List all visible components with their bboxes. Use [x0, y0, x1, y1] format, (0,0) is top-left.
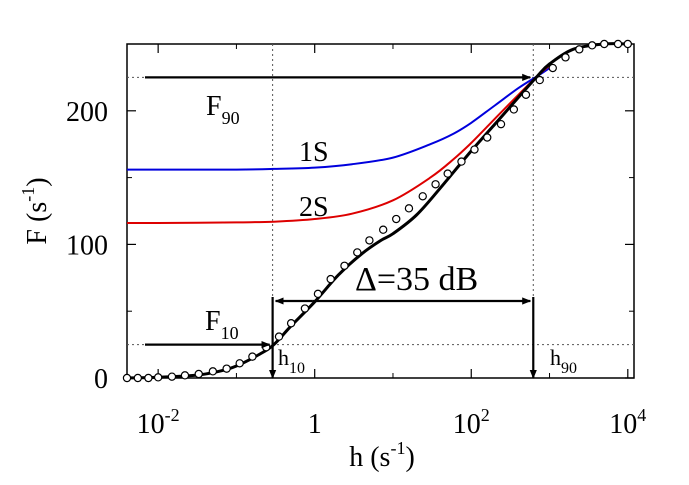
data-point: [443, 169, 452, 178]
data-point: [431, 180, 440, 189]
data-point: [194, 369, 203, 379]
x-tick-label-2: 102: [453, 405, 490, 440]
data-point: [286, 319, 296, 328]
annotation-f10: F10: [205, 306, 239, 343]
data-point: [483, 133, 492, 142]
data-point: [509, 105, 519, 114]
data-markers: [122, 39, 633, 383]
data-point: [548, 63, 557, 73]
data-point: [378, 225, 388, 234]
series-lines: [126, 42, 628, 380]
data-point: [133, 373, 143, 383]
annotation-h90: h90: [550, 345, 577, 377]
axis-tick-labels: 10-2 1 102 104 0 100 200: [66, 97, 646, 440]
annotation-delta: Δ=35 dB: [355, 261, 478, 298]
label-2s: 2S: [299, 192, 329, 223]
annotation-f90: F90: [206, 91, 240, 128]
data-point: [313, 289, 323, 299]
data-point: [392, 214, 401, 224]
data-point: [300, 304, 310, 313]
y-tick-label-0: 0: [94, 364, 108, 395]
data-point: [457, 157, 466, 166]
data-point: [274, 332, 284, 341]
label-1s: 1S: [299, 137, 329, 168]
data-point: [235, 359, 244, 368]
plot-frame: [126, 43, 635, 379]
data-point: [167, 372, 177, 381]
data-point: [340, 261, 349, 270]
data-point: [353, 248, 362, 257]
reference-lines: [127, 44, 634, 378]
data-point: [623, 39, 633, 49]
data-point: [153, 373, 163, 382]
data-point: [613, 39, 623, 49]
x-tick-label-0: 10-2: [137, 405, 180, 440]
x-tick-label-1: 1: [308, 409, 322, 440]
x-axis-label: h (s-1): [349, 438, 415, 473]
y-tick-label-2: 200: [66, 97, 108, 128]
data-point: [496, 119, 506, 129]
annotation-arrows: [145, 73, 537, 379]
data-point: [587, 41, 597, 50]
data-point: [575, 45, 584, 54]
data-point: [535, 75, 544, 85]
data-point: [222, 364, 231, 373]
series-total-line: [126, 42, 628, 380]
series-1s-line: [126, 67, 551, 171]
data-point: [122, 373, 132, 383]
data-point: [470, 145, 479, 154]
data-point: [418, 192, 427, 201]
y-tick-label-1: 100: [66, 230, 108, 261]
annotation-h10: h10: [278, 345, 305, 377]
y-axis-label: F (s-1): [18, 177, 53, 244]
series-2s-line: [126, 64, 551, 225]
data-point: [521, 90, 531, 99]
data-point: [248, 352, 257, 361]
data-point: [208, 367, 218, 376]
data-point: [180, 371, 190, 380]
data-point: [561, 53, 570, 62]
data-point: [326, 274, 335, 284]
data-point: [404, 204, 414, 213]
data-point: [365, 236, 374, 245]
data-point: [144, 373, 153, 383]
x-tick-label-3: 104: [609, 405, 646, 440]
data-point: [600, 39, 609, 49]
axis-ticks: [127, 43, 634, 379]
